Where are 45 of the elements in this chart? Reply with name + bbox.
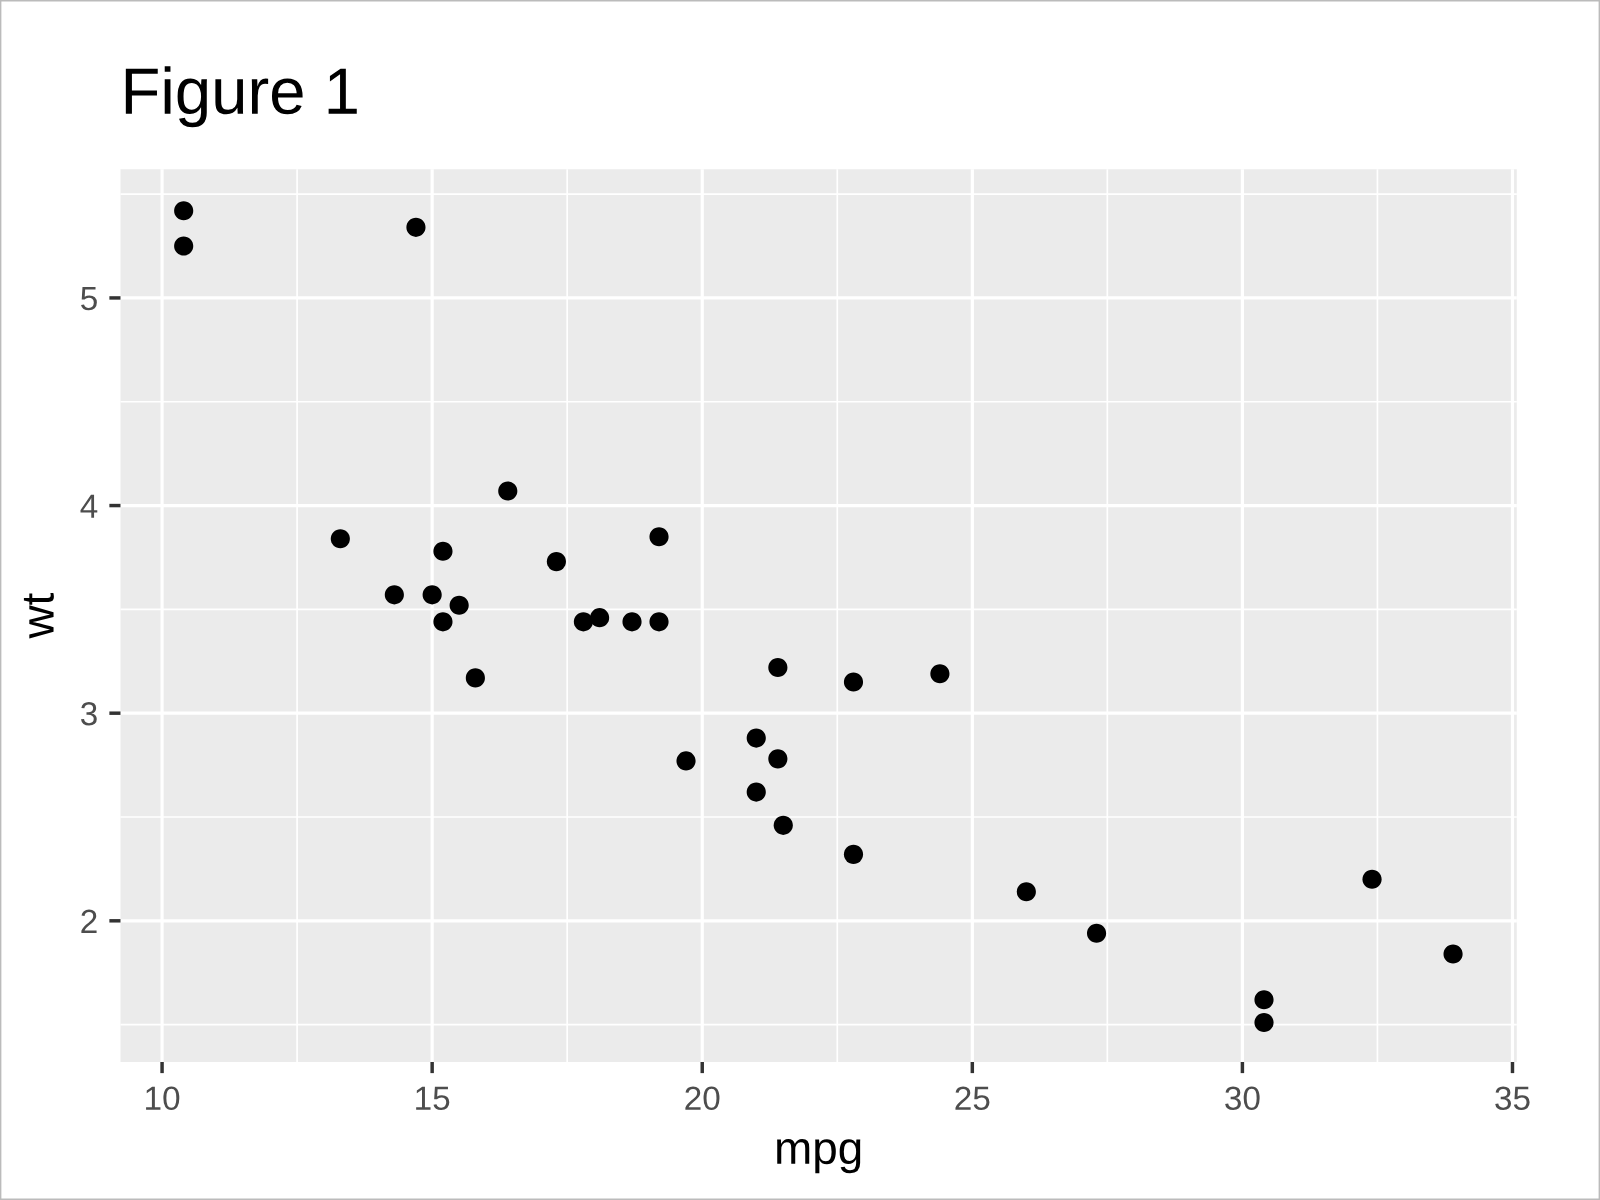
- y-tick-label: 3: [80, 701, 97, 726]
- point: [843, 672, 864, 692]
- y-axis-title: wt: [23, 593, 54, 639]
- chart-title: Figure 1: [125, 66, 357, 128]
- point: [843, 844, 864, 864]
- x-axis-title: mpg: [777, 1139, 861, 1174]
- point: [1254, 990, 1274, 1010]
- x-tick-label: 10: [146, 1086, 180, 1111]
- point: [773, 815, 793, 835]
- point: [649, 612, 669, 632]
- point: [1086, 923, 1107, 943]
- point: [676, 751, 696, 771]
- x-tick-label: 15: [416, 1086, 450, 1111]
- point: [1443, 944, 1463, 964]
- point: [422, 585, 442, 605]
- y-tick-label: 4: [80, 494, 98, 518]
- point: [546, 552, 566, 572]
- point: [433, 541, 453, 561]
- point: [330, 529, 350, 549]
- x-tick-label: 25: [955, 1086, 990, 1111]
- point: [930, 664, 950, 684]
- point: [498, 481, 518, 501]
- point: [573, 612, 593, 632]
- point: [406, 217, 426, 237]
- point: [1016, 882, 1036, 902]
- x-tick-label: 35: [1495, 1086, 1530, 1111]
- point: [622, 612, 642, 632]
- x-tick-label: 30: [1225, 1086, 1260, 1111]
- point: [465, 668, 485, 688]
- point: [649, 527, 669, 547]
- point: [174, 236, 194, 256]
- point: [433, 612, 453, 632]
- point: [449, 595, 469, 615]
- point: [174, 201, 194, 221]
- point: [746, 782, 766, 802]
- point: [1254, 1012, 1274, 1033]
- x-tick-label: 20: [685, 1086, 720, 1111]
- y-tick-label: 2: [81, 909, 97, 933]
- y-tick-label: 5: [81, 287, 97, 311]
- point: [384, 585, 404, 605]
- point: [1362, 869, 1382, 889]
- point: [590, 608, 610, 628]
- point: [746, 728, 766, 748]
- point: [768, 749, 788, 769]
- point: [768, 657, 788, 678]
